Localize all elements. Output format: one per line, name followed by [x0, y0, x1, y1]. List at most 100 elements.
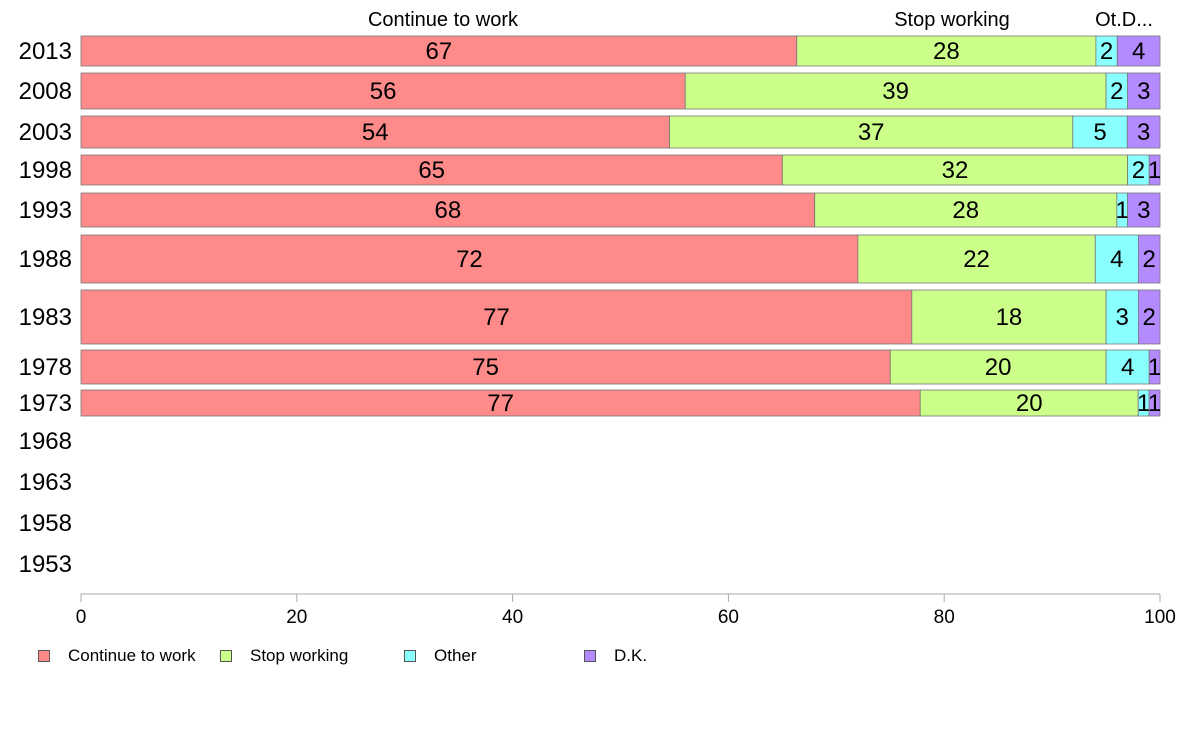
bar-segment-1998-3 [1148, 154, 1161, 186]
bar-label-1973-2: 1 [1137, 390, 1150, 417]
bar-row-1993: 68 28 1 3 [80, 192, 1161, 228]
bar-segment-1973-3 [1148, 389, 1161, 417]
bar-label-2008-2: 2 [1110, 78, 1123, 105]
bar-label-2008-1: 39 [882, 78, 909, 105]
x-tick-label-20: 20 [286, 607, 307, 628]
legend-swatch-0 [38, 650, 50, 662]
bar-label-1998-1: 32 [942, 157, 969, 184]
year-labels: 2013 2008 2003 1998 1993 1988 1983 1978 1973 1968… [19, 38, 72, 578]
column-header-1: Stop working [894, 9, 1010, 31]
bar-segment-1988-2 [1094, 234, 1139, 284]
bar-segment-2003-1 [669, 115, 1074, 149]
bar-segment-1988-1 [857, 234, 1096, 284]
year-label-1953: 1953 [19, 551, 72, 578]
bar-segment-2013-1 [796, 35, 1097, 67]
bar-row-1983: 77 18 3 2 [80, 289, 1161, 345]
x-tick-label-0: 0 [76, 607, 87, 628]
bar-row-2013: 67 28 2 4 [80, 35, 1161, 67]
column-header-0: Continue to work [368, 9, 519, 31]
bar-segment-1978-2 [1105, 349, 1150, 385]
bar-segment-1973-1 [919, 389, 1139, 417]
bar-label-2013-3: 4 [1132, 38, 1145, 65]
legend-item-1: Stop working [220, 646, 348, 666]
year-label-1988: 1988 [19, 246, 72, 273]
bar-segment-1983-3 [1138, 289, 1161, 345]
bar-segment-2008-3 [1127, 72, 1161, 110]
bar-row-1998: 65 32 2 1 [80, 154, 1161, 186]
bar-segment-1978-0 [80, 349, 891, 385]
year-label-1993: 1993 [19, 197, 72, 224]
bar-segment-1993-1 [814, 192, 1118, 228]
bar-segment-1973-0 [80, 389, 921, 417]
bar-segment-1998-1 [781, 154, 1129, 186]
bar-label-1983-3: 2 [1143, 304, 1156, 331]
bar-label-1988-0: 72 [456, 246, 483, 273]
x-tick-label-100: 100 [1144, 607, 1176, 628]
bar-label-1978-1: 20 [985, 354, 1012, 381]
year-label-2003: 2003 [19, 119, 72, 146]
bar-label-1973-3: 1 [1148, 390, 1161, 417]
legend-label-2: Other [434, 646, 477, 665]
legend-item-2: Other [404, 646, 477, 666]
bar-label-1973-0: 77 [487, 390, 514, 417]
bar-label-1993-0: 68 [435, 197, 462, 224]
bar-label-1978-3: 1 [1148, 354, 1161, 381]
stacked-bar-chart: Continue to work Stop working Ot.D... 2013… [19, 9, 1176, 628]
legend-label-0: Continue to work [68, 646, 196, 665]
bar-label-1993-2: 1 [1116, 197, 1129, 224]
year-label-1983: 1983 [19, 304, 72, 331]
bar-row-2003: 54 37 5 3 [80, 115, 1161, 149]
bar-label-1988-1: 22 [963, 246, 990, 273]
legend-item-0: Continue to work [38, 646, 196, 666]
bar-segment-2003-2 [1072, 115, 1128, 149]
bar-label-2003-2: 5 [1093, 119, 1106, 146]
bar-row-1988: 72 22 4 2 [80, 234, 1161, 284]
bar-segment-2008-1 [684, 72, 1107, 110]
x-tick-label-60: 60 [718, 607, 739, 628]
bar-label-1993-1: 28 [952, 197, 979, 224]
year-label-1978: 1978 [19, 354, 72, 381]
bar-segment-1983-2 [1105, 289, 1139, 345]
bar-label-2008-3: 3 [1137, 78, 1150, 105]
bar-label-1988-2: 4 [1110, 246, 1123, 273]
bar-row-1978: 75 20 4 1 [80, 349, 1161, 385]
legend-label-3: D.K. [614, 646, 648, 665]
bars: 67 28 2 456 39 2 354 37 5 365 32 2 168 28 1 372 22 4 277 18… [80, 35, 1161, 417]
bar-segment-1988-0 [80, 234, 859, 284]
bar-label-1978-2: 4 [1121, 354, 1134, 381]
year-label-1958: 1958 [19, 510, 72, 537]
bar-segment-2013-3 [1116, 35, 1161, 67]
column-header-2: Ot.D... [1095, 9, 1153, 31]
bar-segment-2013-0 [80, 35, 798, 67]
legend-swatch-3 [584, 650, 596, 662]
bar-segment-2008-0 [80, 72, 686, 110]
bar-segment-1998-0 [80, 154, 783, 186]
x-tick-label-80: 80 [934, 607, 955, 628]
bar-row-2008: 56 39 2 3 [80, 72, 1161, 110]
bar-label-1973-1: 20 [1016, 390, 1043, 417]
year-label-2008: 2008 [19, 78, 72, 105]
bar-label-1998-0: 65 [418, 157, 445, 184]
bar-segment-1993-0 [80, 192, 816, 228]
year-label-1998: 1998 [19, 157, 72, 184]
legend-swatch-1 [220, 650, 232, 662]
bar-segment-1978-1 [889, 349, 1107, 385]
legend-item-3: D.K. [584, 646, 647, 666]
bar-label-1983-2: 3 [1116, 304, 1129, 331]
year-label-1968: 1968 [19, 428, 72, 455]
bar-label-2013-1: 28 [933, 38, 960, 65]
bar-label-1983-0: 77 [483, 304, 510, 331]
bar-segment-2003-3 [1126, 115, 1161, 149]
bar-label-2003-3: 3 [1137, 119, 1150, 146]
bar-label-2013-0: 67 [426, 38, 453, 65]
bar-segment-2003-0 [80, 115, 670, 149]
bar-label-1983-1: 18 [996, 304, 1023, 331]
bar-label-2003-1: 37 [858, 119, 885, 146]
x-axis: 0 20 40 60 80 100 [76, 593, 1176, 628]
legend-label-1: Stop working [250, 646, 349, 665]
bar-label-2003-0: 54 [362, 119, 389, 146]
bar-label-1978-0: 75 [472, 354, 499, 381]
x-tick-label-40: 40 [502, 607, 523, 628]
bar-label-2013-2: 2 [1100, 38, 1113, 65]
year-label-1963: 1963 [19, 469, 72, 496]
